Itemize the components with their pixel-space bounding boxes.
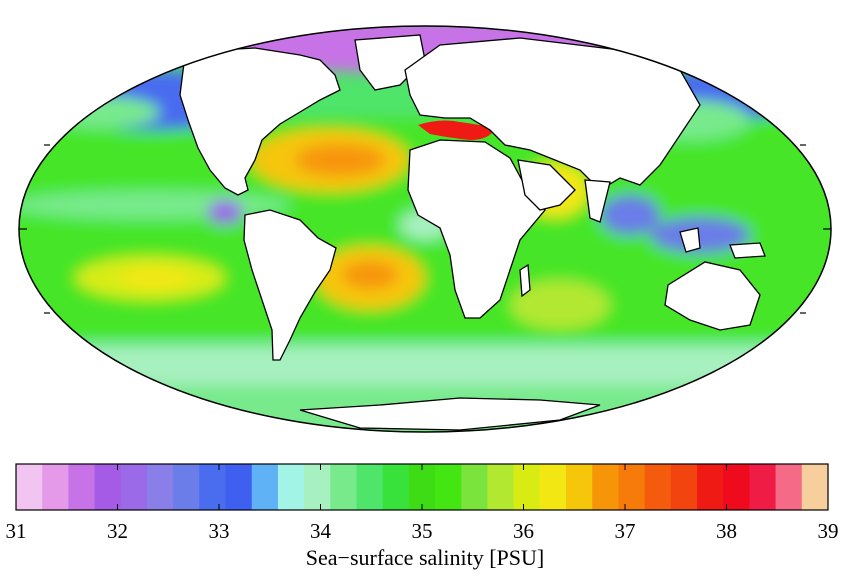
arabia bbox=[517, 159, 576, 211]
australia bbox=[664, 261, 761, 331]
colorbar-swatch bbox=[670, 464, 698, 510]
colorbar-tick-label: 31 bbox=[5, 519, 27, 543]
colorbar-title: Sea−surface salinity [PSU] bbox=[305, 545, 545, 570]
colorbar-swatch bbox=[277, 464, 305, 510]
colorbar-swatch bbox=[16, 464, 43, 510]
india bbox=[584, 179, 611, 223]
colorbar-ticks bbox=[15, 464, 829, 510]
colorbar-tick-label: 35 bbox=[411, 519, 433, 543]
colorbar-swatch bbox=[42, 464, 69, 510]
africa bbox=[407, 139, 546, 319]
colorbar-swatch bbox=[356, 464, 384, 510]
land-masses bbox=[179, 34, 766, 431]
colorbar-tick-label: 32 bbox=[107, 519, 128, 543]
colorbar bbox=[16, 464, 829, 510]
antarctica bbox=[299, 397, 601, 431]
colorbar-swatch bbox=[408, 464, 436, 510]
colorbar-swatch bbox=[304, 464, 331, 510]
north-america bbox=[179, 47, 341, 196]
colorbar-swatch bbox=[146, 464, 174, 510]
colorbar-swatch bbox=[644, 464, 672, 510]
colorbar-swatch bbox=[382, 464, 410, 510]
colorbar-swatch bbox=[487, 464, 515, 510]
borneo bbox=[679, 227, 701, 253]
new-guinea bbox=[729, 242, 766, 259]
colorbar-swatch bbox=[199, 464, 227, 510]
colorbar-swatch bbox=[592, 464, 620, 510]
colorbar-swatch bbox=[330, 464, 358, 510]
colorbar-swatch bbox=[566, 464, 593, 510]
colorbar-swatch bbox=[723, 464, 751, 510]
colorbar-swatch bbox=[749, 464, 777, 510]
colorbar-swatch bbox=[461, 464, 489, 510]
colorbar-tick-label: 37 bbox=[614, 519, 636, 543]
colorbar-swatch bbox=[120, 464, 148, 510]
south-america bbox=[243, 209, 337, 361]
colorbar-tick-label: 33 bbox=[208, 519, 230, 543]
colorbar-tick-label: 38 bbox=[716, 519, 737, 543]
colorbar-swatch bbox=[539, 464, 567, 510]
colorbar-swatch bbox=[697, 464, 724, 510]
colorbar-tick-label: 39 bbox=[817, 519, 839, 543]
colorbar-swatch bbox=[801, 464, 829, 510]
colorbar-swatch bbox=[775, 464, 803, 510]
colorbar-swatch bbox=[68, 464, 96, 510]
colorbar-tick-label: 34 bbox=[310, 519, 331, 543]
colorbar-swatch bbox=[618, 464, 646, 510]
colorbar-swatch bbox=[225, 464, 253, 510]
colorbar-swatch bbox=[94, 464, 122, 510]
colorbar-swatch bbox=[173, 464, 200, 510]
colorbar-swatch bbox=[435, 464, 462, 510]
map-ticks bbox=[19, 144, 831, 314]
colorbar-swatch bbox=[251, 464, 279, 510]
colorbar-swatch bbox=[513, 464, 541, 510]
colorbar-tick-label: 36 bbox=[513, 519, 534, 543]
madagascar bbox=[519, 263, 531, 298]
